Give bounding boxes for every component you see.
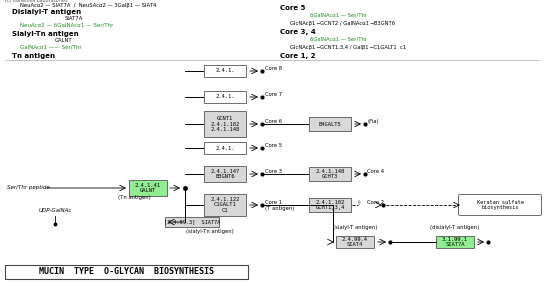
- Text: UDP-GalNAc: UDP-GalNAc: [38, 209, 72, 213]
- Text: Core 7: Core 7: [265, 92, 282, 97]
- Text: 2.4.1.102
GCHT1,3,4: 2.4.1.102 GCHT1,3,4: [316, 200, 345, 210]
- FancyBboxPatch shape: [459, 194, 541, 215]
- Bar: [336, 236, 374, 248]
- Bar: [165, 217, 219, 227]
- Text: Ser/Thr peptide: Ser/Thr peptide: [7, 186, 50, 190]
- Text: Keratan sulfate
biosynthesis: Keratan sulfate biosynthesis: [477, 200, 523, 210]
- Text: (Tn antigen): (Tn antigen): [118, 194, 150, 199]
- Text: Core 1
(T antigen): Core 1 (T antigen): [265, 200, 294, 211]
- Text: GCNT1
2.4.1.102
2.4.1.148: GCNT1 2.4.1.102 2.4.1.148: [211, 116, 239, 132]
- Bar: [309, 198, 351, 212]
- Text: (sialyl-T antigen): (sialyl-T antigen): [333, 225, 377, 231]
- Text: [2.4.99.3]  SIAT7A: [2.4.99.3] SIAT7A: [164, 219, 220, 225]
- Text: B4GALT5: B4GALT5: [319, 121, 342, 127]
- Text: 3.1.99.1
SIAT7A: 3.1.99.1 SIAT7A: [442, 237, 468, 247]
- Text: 2.4.1.: 2.4.1.: [215, 146, 235, 150]
- Text: GlcNAcβ1 ─GCNT1,3,4 / Galβ1 ─C1GALT1  c1: GlcNAcβ1 ─GCNT1,3,4 / Galβ1 ─C1GALT1 c1: [290, 44, 406, 50]
- Text: 2.4.1.122
C1GALT1
C1: 2.4.1.122 C1GALT1 C1: [211, 197, 239, 213]
- Text: Core 5: Core 5: [265, 143, 282, 148]
- Text: GlcNAcβ1 ─GCNT2 / GalNAcα1 ─B3GNT6: GlcNAcβ1 ─GCNT2 / GalNAcα1 ─B3GNT6: [290, 21, 395, 25]
- Bar: [204, 166, 246, 182]
- Text: (-: (-: [358, 200, 362, 205]
- Text: GALNT: GALNT: [55, 38, 73, 42]
- Bar: [309, 167, 351, 181]
- Text: 6GalNAcα1 — Ser/Thr: 6GalNAcα1 — Ser/Thr: [310, 13, 367, 17]
- Text: Core 8: Core 8: [265, 66, 282, 71]
- Text: MUCIN  TYPE  O-GLYCAN  BIOSYNTHESIS: MUCIN TYPE O-GLYCAN BIOSYNTHESIS: [39, 268, 214, 276]
- Text: NeuAcα2 — 6GalNAcα1 — Ser/Thr: NeuAcα2 — 6GalNAcα1 — Ser/Thr: [20, 23, 113, 27]
- Bar: [204, 65, 246, 77]
- Text: Tn antigen: Tn antigen: [12, 53, 55, 59]
- Text: 2.4.99.4
SIAT4: 2.4.99.4 SIAT4: [342, 237, 368, 247]
- Bar: [204, 142, 246, 154]
- Text: Core 4: Core 4: [367, 169, 384, 174]
- Bar: [129, 180, 167, 196]
- Text: Core 3, 4: Core 3, 4: [280, 29, 316, 35]
- Text: Core 5: Core 5: [280, 5, 305, 11]
- Text: 2.4.1.147
B3GNT6: 2.4.1.147 B3GNT6: [211, 169, 239, 179]
- Text: Core 6: Core 6: [265, 119, 282, 124]
- Bar: [5, 265, 248, 279]
- Text: 2.4.1.41
GALNT: 2.4.1.41 GALNT: [135, 183, 161, 193]
- Bar: [204, 91, 246, 103]
- Text: GalNAcα1 —— Ser/Thr: GalNAcα1 —— Ser/Thr: [20, 44, 82, 50]
- Bar: [436, 236, 474, 248]
- Text: Core 1, 2: Core 1, 2: [280, 53, 316, 59]
- Text: (disialyl-T antigen): (disialyl-T antigen): [430, 225, 480, 231]
- Bar: [309, 117, 351, 131]
- Text: 00513 6/4/13
(c) Kanehisa Laboratories: 00513 6/4/13 (c) Kanehisa Laboratories: [5, 0, 67, 3]
- Text: Disialyl-T antigen: Disialyl-T antigen: [12, 9, 81, 15]
- Text: (Fia): (Fia): [367, 119, 379, 124]
- Text: SIAT7A: SIAT7A: [65, 15, 83, 21]
- Text: NeuAcα2 — SIAT7A  /  NeuSAcα2 — 3Galβ1 — SIAT4: NeuAcα2 — SIAT7A / NeuSAcα2 — 3Galβ1 — S…: [20, 3, 156, 7]
- Text: Sialyl-Tn antigen: Sialyl-Tn antigen: [12, 31, 79, 37]
- Text: (sialyl-Tn antigen): (sialyl-Tn antigen): [186, 229, 234, 233]
- Text: 6GalNAcα1 — Ser/Thr: 6GalNAcα1 — Ser/Thr: [310, 36, 367, 42]
- Text: 2.4.1.148
GCHT3: 2.4.1.148 GCHT3: [316, 169, 345, 179]
- Text: Core 3: Core 3: [265, 169, 282, 174]
- Text: Core 2: Core 2: [367, 200, 384, 205]
- Bar: [204, 111, 246, 137]
- Text: 2.4.1.: 2.4.1.: [215, 95, 235, 99]
- Text: 2.4.1.: 2.4.1.: [215, 68, 235, 74]
- Bar: [204, 194, 246, 216]
